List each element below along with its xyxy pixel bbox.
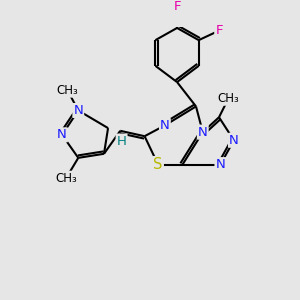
Text: N: N [160, 119, 170, 132]
Text: F: F [173, 0, 181, 13]
Text: N: N [229, 134, 239, 147]
Text: N: N [74, 104, 83, 117]
Text: H: H [117, 135, 127, 148]
Text: CH₃: CH₃ [57, 84, 78, 97]
Text: S: S [153, 157, 163, 172]
Text: CH₃: CH₃ [55, 172, 77, 184]
Text: F: F [215, 24, 223, 37]
Text: N: N [198, 126, 208, 139]
Text: N: N [57, 128, 67, 141]
Text: N: N [215, 158, 225, 171]
Text: CH₃: CH₃ [218, 92, 239, 105]
